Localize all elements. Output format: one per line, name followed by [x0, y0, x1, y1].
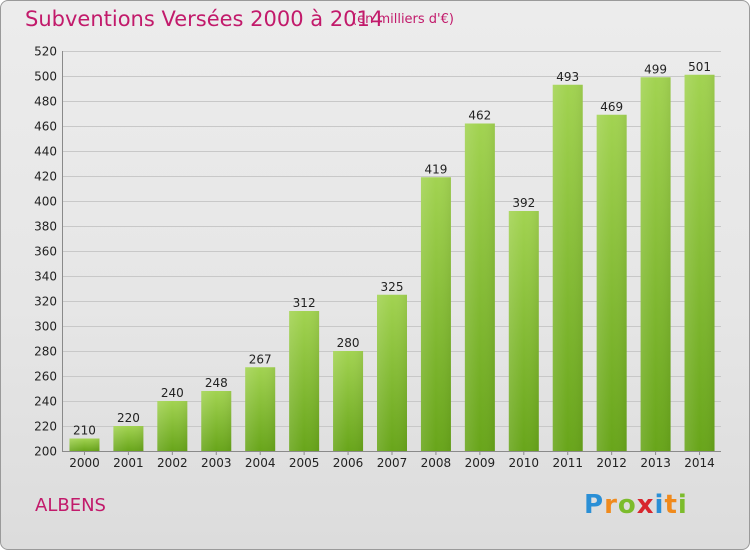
bar-value-label: 469	[600, 100, 623, 114]
y-tick-label: 500	[34, 70, 57, 84]
y-tick-label: 260	[34, 370, 57, 384]
bar-layer: 210 220 240 248 267 312 280 325 419 462 392 493 469 4…	[69, 60, 715, 451]
x-tick-label: 2002	[157, 456, 188, 470]
y-tick-label: 280	[34, 345, 57, 359]
y-tick-label: 320	[34, 295, 57, 309]
bar-shading	[420, 177, 451, 451]
bar-shading	[157, 401, 188, 451]
bar-value-label: 419	[424, 162, 447, 176]
bar-value-label: 392	[512, 196, 535, 210]
bar-shading	[508, 211, 539, 451]
y-tick-label: 400	[34, 195, 57, 209]
bar-shading	[245, 367, 276, 451]
bar-value-label: 267	[249, 352, 272, 366]
bar-shading	[464, 123, 495, 451]
bar-value-label: 312	[293, 296, 316, 310]
x-tick-label: 2006	[333, 456, 364, 470]
bar-value-label: 220	[117, 411, 140, 425]
y-tick-label: 240	[34, 395, 57, 409]
proxiti-logo[interactable]: Proxiti	[584, 490, 688, 520]
bar-value-label: 280	[337, 336, 360, 350]
bar-shading	[201, 391, 232, 451]
bar-shading	[113, 426, 144, 451]
city-name: ALBENS	[35, 495, 106, 516]
y-tick-label: 460	[34, 120, 57, 134]
y-tick-label: 380	[34, 220, 57, 234]
x-tick-label: 2010	[509, 456, 540, 470]
bar-value-label: 499	[644, 62, 667, 76]
x-tick-label: 2000	[69, 456, 100, 470]
y-tick-label: 220	[34, 420, 57, 434]
bar-value-label: 210	[73, 424, 96, 438]
y-tick-label: 300	[34, 320, 57, 334]
bar-shading	[596, 114, 627, 451]
y-tick-label: 360	[34, 245, 57, 259]
bar-shading	[552, 84, 583, 451]
y-tick-label: 440	[34, 145, 57, 159]
y-tick-label: 340	[34, 270, 57, 284]
y-tick-label: 200	[34, 445, 57, 459]
bar-shading	[640, 77, 671, 451]
y-tick-label: 520	[34, 45, 57, 59]
x-tick-label: 2008	[421, 456, 452, 470]
x-tick-label: 2012	[596, 456, 627, 470]
y-tick-label: 480	[34, 95, 57, 109]
bar-value-label: 325	[381, 280, 404, 294]
bar-value-label: 462	[468, 109, 491, 123]
bar-value-label: 501	[688, 60, 711, 74]
x-tick-label: 2003	[201, 456, 232, 470]
x-tick-label: 2013	[640, 456, 671, 470]
x-tick-label: 2004	[245, 456, 276, 470]
x-tick-label: 2001	[113, 456, 144, 470]
bar-value-label: 248	[205, 376, 228, 390]
bar-shading	[69, 438, 100, 451]
bar-shading	[333, 351, 364, 451]
bar-value-label: 493	[556, 70, 579, 84]
x-tick-label: 2009	[465, 456, 496, 470]
x-tick-label: 2011	[552, 456, 583, 470]
axis-layer: 200 220 240 260 280 300 320 340 360 380 400 420 440 4…	[34, 45, 721, 470]
x-tick-label: 2007	[377, 456, 408, 470]
y-tick-label: 420	[34, 170, 57, 184]
x-tick-label: 2014	[684, 456, 715, 470]
bar-shading	[684, 74, 715, 451]
bar-shading	[377, 294, 407, 451]
bar-shading	[289, 311, 320, 451]
x-tick-label: 2005	[289, 456, 320, 470]
bar-value-label: 240	[161, 386, 184, 400]
chart-title: Subventions Versées 2000 à 2014	[25, 7, 384, 31]
chart-unit-subtitle: (en milliers d'€)	[352, 12, 454, 27]
